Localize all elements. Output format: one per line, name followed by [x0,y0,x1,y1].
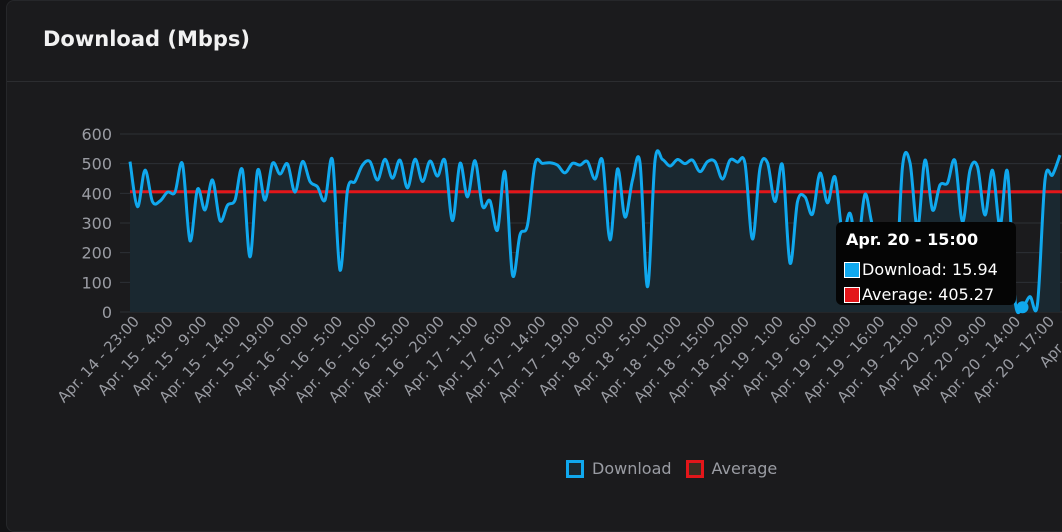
chart-tooltip: Apr. 20 - 15:00 Download: 15.94 Average:… [836,222,1016,305]
tooltip-row-average: Average: 405.27 [844,285,994,304]
legend-download-label: Download [592,459,672,478]
y-tick-label: 200 [81,244,112,263]
card-title: Download (Mbps) [43,27,251,51]
divider [7,81,1062,82]
highlight-point [1016,301,1029,314]
average-swatch [844,286,860,303]
y-tick-label: 300 [81,214,112,233]
legend-average-swatch [685,459,704,478]
legend-download-swatch [566,459,584,478]
tooltip-download-value: Download: 15.94 [862,260,998,279]
download-line [128,149,1062,314]
chart-legend: Download Average [566,459,777,478]
tooltip-row-download: Download: 15.94 [844,260,998,279]
y-tick-label: 400 [81,184,112,203]
y-tick-label: 500 [81,155,112,174]
y-tick-label: 0 [102,303,112,322]
tooltip-average-value: Average: 405.27 [862,285,995,304]
y-tick-label: 100 [81,273,112,292]
download-swatch [844,261,860,278]
tooltip-title: Apr. 20 - 15:00 [846,230,979,249]
y-tick-label: 600 [81,125,112,144]
legend-item-average[interactable]: Average [685,459,778,478]
legend-average-label: Average [711,459,778,478]
legend-item-download[interactable]: Download [566,459,672,478]
